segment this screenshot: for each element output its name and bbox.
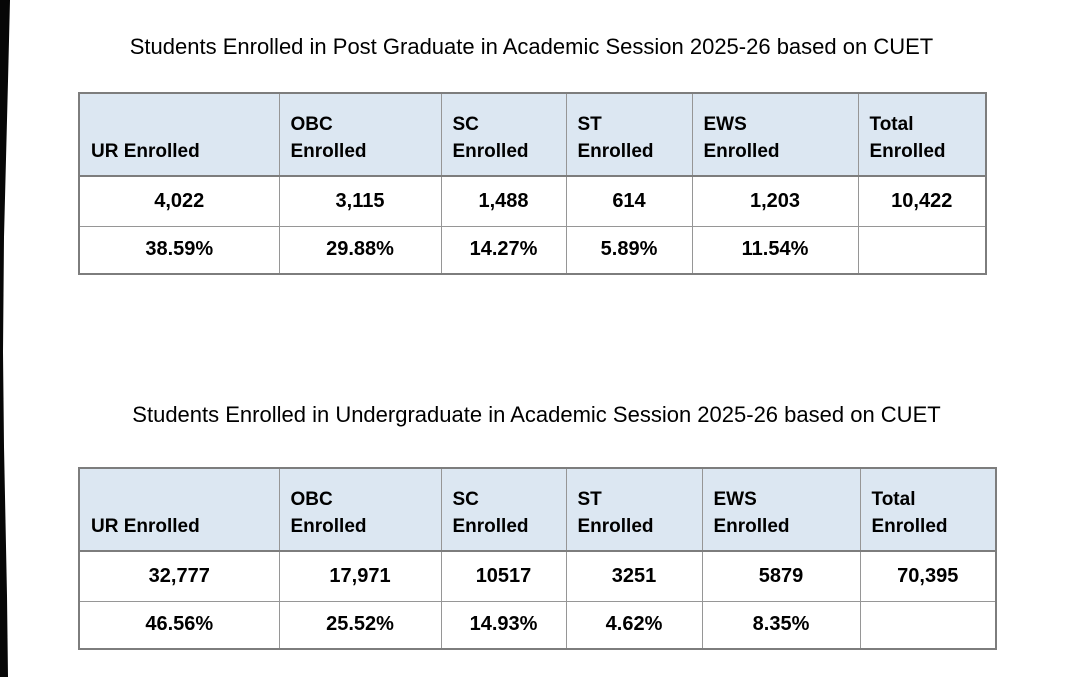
header-ews-enrolled: EWS Enrolled [691,92,859,177]
percent-cell: 5.89% [565,225,693,275]
percent-cell [857,225,987,275]
header-total-enrolled: Total Enrolled [859,467,997,552]
percent-cell: 11.54% [691,225,859,275]
count-cell: 70,395 [859,550,997,602]
count-cell: 32,777 [78,550,280,602]
count-cell: 1,203 [691,175,859,227]
percent-cell: 25.52% [278,600,442,650]
header-obc-enrolled: OBC Enrolled [278,467,442,552]
undergraduate-table-title: Students Enrolled in Undergraduate in Ac… [132,402,941,427]
percent-cell: 14.27% [440,225,567,275]
postgraduate-enrollment-table: UR Enrolled OBC Enrolled SC Enrolled ST … [78,92,987,275]
header-ews-enrolled: EWS Enrolled [701,467,861,552]
header-st-enrolled: ST Enrolled [565,92,693,177]
percentages-row: 46.56% 25.52% 14.93% 4.62% 8.35% [78,600,997,650]
count-cell: 3251 [565,550,703,602]
header-sc-enrolled: SC Enrolled [440,467,567,552]
counts-row: 32,777 17,971 10517 3251 5879 70,395 [78,550,997,602]
percent-cell: 29.88% [278,225,442,275]
postgraduate-table-title: Students Enrolled in Post Graduate in Ac… [129,34,934,59]
header-obc-enrolled: OBC Enrolled [278,92,442,177]
percent-cell [859,600,997,650]
count-cell: 10517 [440,550,567,602]
counts-row: 4,022 3,115 1,488 614 1,203 10,422 [78,175,987,227]
percentages-row: 38.59% 29.88% 14.27% 5.89% 11.54% [78,225,987,275]
count-cell: 17,971 [278,550,442,602]
count-cell: 3,115 [278,175,442,227]
undergraduate-section: Students Enrolled in Undergraduate in Ac… [78,402,997,650]
header-ur-enrolled: UR Enrolled [78,92,280,177]
percent-cell: 4.62% [565,600,703,650]
header-total-enrolled: Total Enrolled [857,92,987,177]
count-cell: 4,022 [78,175,280,227]
count-cell: 10,422 [857,175,987,227]
count-cell: 614 [565,175,693,227]
header-ur-enrolled: UR Enrolled [78,467,280,552]
page-edge-shadow [0,0,10,677]
header-row: UR Enrolled OBC Enrolled SC Enrolled ST … [78,92,987,177]
percent-cell: 38.59% [78,225,280,275]
percent-cell: 8.35% [701,600,861,650]
header-row: UR Enrolled OBC Enrolled SC Enrolled ST … [78,467,997,552]
percent-cell: 46.56% [78,600,280,650]
percent-cell: 14.93% [440,600,567,650]
header-sc-enrolled: SC Enrolled [440,92,567,177]
count-cell: 5879 [701,550,861,602]
count-cell: 1,488 [440,175,567,227]
undergraduate-enrollment-table: UR Enrolled OBC Enrolled SC Enrolled ST … [78,467,997,650]
header-st-enrolled: ST Enrolled [565,467,703,552]
postgraduate-section: Students Enrolled in Post Graduate in Ac… [78,34,987,275]
